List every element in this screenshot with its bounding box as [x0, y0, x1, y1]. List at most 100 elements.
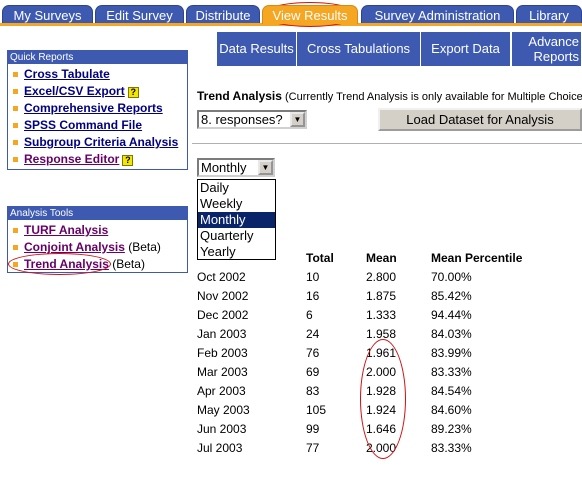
cell-mean: 1.958: [366, 327, 397, 341]
quick-reports-panel: Quick Reports Cross Tabulate Excel/CSV E…: [7, 50, 188, 170]
cell-mean-percentile: 83.99%: [431, 346, 472, 360]
cell-mean: 2.000: [366, 441, 397, 455]
cell-total: 76: [306, 346, 320, 360]
cell-period: May 2003: [197, 403, 250, 417]
subtab-advanced-line2: Reports: [533, 49, 579, 64]
cell-mean-percentile: 83.33%: [431, 365, 472, 379]
load-dataset-button[interactable]: Load Dataset for Analysis: [378, 108, 582, 131]
link-subgroup-criteria-analysis[interactable]: Subgroup Criteria Analysis: [24, 135, 179, 149]
analysis-tools-panel: Analysis Tools TURF Analysis Conjoint An…: [7, 206, 188, 273]
period-option-yearly[interactable]: Yearly: [200, 244, 236, 259]
chevron-down-icon[interactable]: ▼: [258, 160, 273, 175]
subtab-advanced-line1: Advance: [528, 34, 579, 49]
cell-total: 10: [306, 270, 320, 284]
period-select[interactable]: Monthly ▼: [197, 158, 275, 177]
quick-reports-list: Cross Tabulate Excel/CSV Export? Compreh…: [8, 64, 187, 171]
period-option-daily[interactable]: Daily: [200, 180, 229, 195]
cell-mean-percentile: 84.03%: [431, 327, 472, 341]
cell-period: Feb 2003: [197, 346, 248, 360]
analysis-tools-list: TURF Analysis Conjoint Analysis (Beta) T…: [8, 220, 187, 276]
quick-reports-title: Quick Reports: [8, 51, 187, 64]
link-comprehensive-reports[interactable]: Comprehensive Reports: [24, 101, 163, 115]
list-item: Conjoint Analysis (Beta): [12, 239, 187, 256]
list-item: Trend Analysis (Beta): [12, 256, 187, 273]
question-select-value: 8. responses?: [201, 112, 283, 127]
cell-mean: 1.646: [366, 422, 397, 436]
cell-mean: 1.961: [366, 346, 397, 360]
cell-total: 6: [306, 308, 313, 322]
link-cross-tabulate[interactable]: Cross Tabulate: [24, 67, 110, 81]
link-trend-analysis[interactable]: Trend Analysis: [24, 257, 109, 271]
tab-distribute[interactable]: Distribute: [186, 5, 260, 24]
main-tab-bar: My Surveys Edit Survey Distribute View R…: [0, 0, 582, 26]
period-option-monthly[interactable]: Monthly: [198, 212, 275, 228]
cell-mean: 1.928: [366, 384, 397, 398]
cell-period: Oct 2002: [197, 270, 246, 284]
column-header-mean: Mean: [366, 251, 397, 265]
cell-period: Jul 2003: [197, 441, 243, 455]
period-option-weekly[interactable]: Weekly: [200, 196, 243, 211]
list-item: Cross Tabulate: [12, 66, 187, 83]
cell-mean-percentile: 84.54%: [431, 384, 472, 398]
subtab-export-data[interactable]: Export Data: [421, 32, 511, 66]
column-header-mean-percentile: Mean Percentile: [431, 251, 523, 265]
subtab-advanced-reports[interactable]: Advance Reports: [512, 32, 582, 66]
cell-total: 69: [306, 365, 320, 379]
cell-mean-percentile: 89.23%: [431, 422, 472, 436]
cell-mean-percentile: 83.33%: [431, 441, 472, 455]
beta-label: (Beta): [124, 240, 161, 254]
cell-period: Apr 2003: [197, 384, 246, 398]
cell-period: Jun 2003: [197, 422, 247, 436]
list-item: SPSS Command File: [12, 117, 187, 134]
cell-mean: 1.924: [366, 403, 397, 417]
cell-mean-percentile: 85.42%: [431, 289, 472, 303]
cell-total: 99: [306, 422, 320, 436]
list-item: Subgroup Criteria Analysis: [12, 134, 187, 151]
cell-mean: 2.800: [366, 270, 397, 284]
cell-period: Jan 2003: [197, 327, 247, 341]
cell-mean: 2.000: [366, 365, 397, 379]
cell-total: 83: [306, 384, 320, 398]
trend-analysis-heading: Trend Analysis (Currently Trend Analysis…: [197, 89, 582, 103]
subtab-data-results[interactable]: Data Results: [217, 32, 297, 66]
cell-mean: 1.875: [366, 289, 397, 303]
page-title: Trend Analysis: [197, 89, 282, 103]
period-dropdown-list: Daily Weekly Monthly Quarterly Yearly: [197, 179, 276, 260]
divider: [192, 143, 582, 145]
beta-label: (Beta): [108, 257, 145, 271]
cell-mean-percentile: 84.60%: [431, 403, 472, 417]
list-item: Excel/CSV Export?: [12, 83, 187, 100]
question-select[interactable]: 8. responses? ▼: [197, 110, 307, 129]
column-header-total: Total: [306, 251, 334, 265]
tab-view-results[interactable]: View Results: [262, 5, 358, 24]
chevron-down-icon[interactable]: ▼: [290, 112, 305, 127]
help-icon[interactable]: ?: [122, 155, 134, 166]
cell-total: 16: [306, 289, 320, 303]
tab-edit-survey[interactable]: Edit Survey: [95, 5, 184, 24]
cell-period: Nov 2002: [197, 289, 249, 303]
help-icon[interactable]: ?: [127, 87, 139, 98]
cell-mean: 1.333: [366, 308, 397, 322]
link-response-editor[interactable]: Response Editor: [24, 152, 120, 166]
list-item: Response Editor?: [12, 151, 187, 168]
list-item: TURF Analysis: [12, 222, 187, 239]
cell-period: Mar 2003: [197, 365, 248, 379]
link-spss-command-file[interactable]: SPSS Command File: [24, 118, 143, 132]
cell-mean-percentile: 70.00%: [431, 270, 472, 284]
link-conjoint-analysis[interactable]: Conjoint Analysis: [24, 240, 125, 254]
link-excel-csv-export[interactable]: Excel/CSV Export: [24, 84, 125, 98]
tab-my-surveys[interactable]: My Surveys: [2, 5, 93, 24]
trend-note: (Currently Trend Analysis is only availa…: [281, 91, 582, 103]
cell-total: 105: [306, 403, 327, 417]
cell-total: 77: [306, 441, 320, 455]
period-select-value: Monthly: [201, 160, 247, 175]
cell-total: 24: [306, 327, 320, 341]
tab-survey-administration[interactable]: Survey Administration: [361, 5, 514, 24]
link-turf-analysis[interactable]: TURF Analysis: [24, 223, 109, 237]
analysis-tools-title: Analysis Tools: [8, 207, 187, 220]
cell-period: Dec 2002: [197, 308, 249, 322]
period-option-quarterly[interactable]: Quarterly: [200, 228, 254, 243]
subtab-cross-tabulations[interactable]: Cross Tabulations: [297, 32, 421, 66]
tab-library[interactable]: Library: [516, 5, 582, 24]
cell-mean-percentile: 94.44%: [431, 308, 472, 322]
